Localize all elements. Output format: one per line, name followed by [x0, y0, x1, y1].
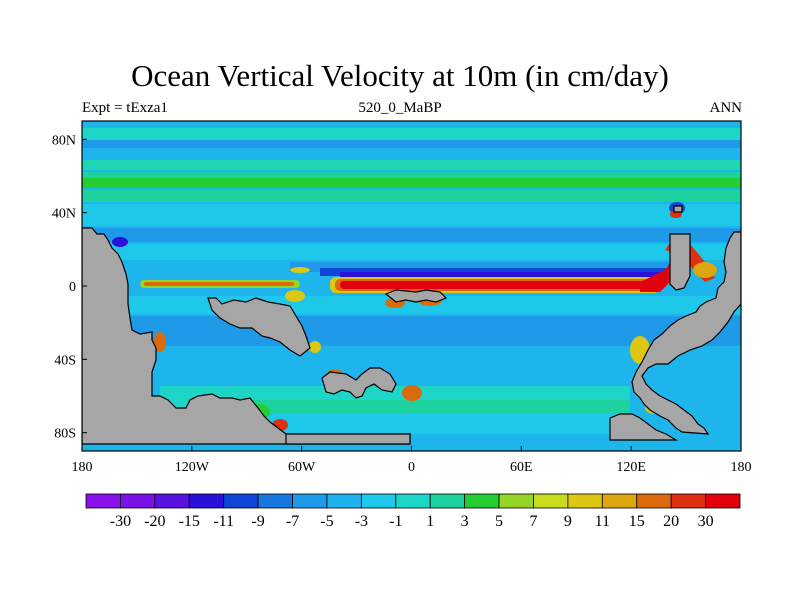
colorbar-label: 15 — [629, 513, 645, 530]
colorbar-label: 5 — [495, 513, 503, 530]
central-island-b — [384, 289, 448, 303]
colorbar-swatch — [705, 493, 741, 509]
southern-continent — [285, 433, 411, 445]
colorbar-swatch — [601, 493, 638, 509]
colorbar-swatch — [567, 493, 603, 509]
x-tick-label: 120E — [616, 460, 646, 475]
colorbar-label: -20 — [144, 513, 165, 530]
experiment-label: Expt = tExza1 — [82, 100, 168, 116]
axis-layer: 180 120W 60W 0 60E 120E 180 80N 40N 0 40S 80S — [52, 133, 752, 475]
colorbar-swatch — [464, 493, 500, 509]
colorbar-swatch — [360, 493, 397, 509]
colorbar-swatch — [292, 493, 328, 509]
colorbar-label: 3 — [461, 513, 469, 530]
colorbar-label: -5 — [320, 513, 333, 530]
colorbar-label: -7 — [286, 513, 299, 530]
y-tick-label: 80S — [54, 427, 76, 442]
colorbar-label: 9 — [564, 513, 572, 530]
colorbar-swatch — [429, 493, 466, 509]
colorbar-swatch — [670, 493, 706, 509]
colorbar-swatch — [257, 493, 293, 509]
plot-title: Ocean Vertical Velocity at 10m (in cm/da… — [131, 58, 669, 93]
land-masses — [82, 205, 741, 445]
map-plot — [82, 121, 741, 451]
eastern-continent — [631, 231, 741, 435]
x-tick-label: 0 — [408, 460, 415, 475]
y-tick-label: 0 — [69, 280, 76, 295]
western-continent — [82, 227, 411, 445]
colorbar: -30 -20 -15 -11 -9 -7 -5 -3 -1 1 3 5 7 9 11 15 20 30 — [85, 493, 741, 530]
southeast-landmass — [609, 413, 679, 441]
colorbar-swatch — [120, 493, 156, 509]
colorbar-label: -15 — [179, 513, 200, 530]
colorbar-swatch — [85, 493, 121, 509]
colorbar-label: 11 — [595, 513, 610, 530]
y-tick-label: 40S — [54, 353, 76, 368]
polar-island — [321, 367, 397, 399]
colorbar-swatch — [188, 493, 225, 509]
colorbar-label: -30 — [110, 513, 131, 530]
colorbar-label: -11 — [213, 513, 234, 530]
eastern-ridge — [669, 233, 691, 291]
colorbar-label: 30 — [698, 513, 714, 530]
time-label: 520_0_MaBP — [358, 100, 442, 116]
colorbar-swatch — [223, 493, 259, 509]
colorbar-swatch — [498, 493, 534, 509]
colorbar-swatch — [636, 493, 672, 509]
colorbar-swatch — [533, 493, 569, 509]
season-label: ANN — [709, 100, 743, 116]
colorbar-swatch — [154, 493, 190, 509]
colorbar-label: -3 — [355, 513, 368, 530]
colorbar-label: -1 — [389, 513, 402, 530]
colorbar-swatch — [395, 493, 431, 509]
x-tick-label: 60E — [510, 460, 533, 475]
colorbar-label: 7 — [529, 513, 537, 530]
x-tick-label: 180 — [731, 460, 752, 475]
x-tick-label: 120W — [175, 460, 210, 475]
y-tick-label: 80N — [52, 133, 76, 148]
colorbar-label: 20 — [663, 513, 679, 530]
x-tick-label: 180 — [72, 460, 93, 475]
x-tick-label: 60W — [288, 460, 316, 475]
colorbar-swatch — [326, 493, 362, 509]
colorbar-label: -9 — [251, 513, 264, 530]
northern-islet — [673, 205, 683, 213]
central-island-a — [207, 297, 311, 357]
colorbar-label: 1 — [426, 513, 434, 530]
y-tick-label: 40N — [52, 207, 76, 222]
